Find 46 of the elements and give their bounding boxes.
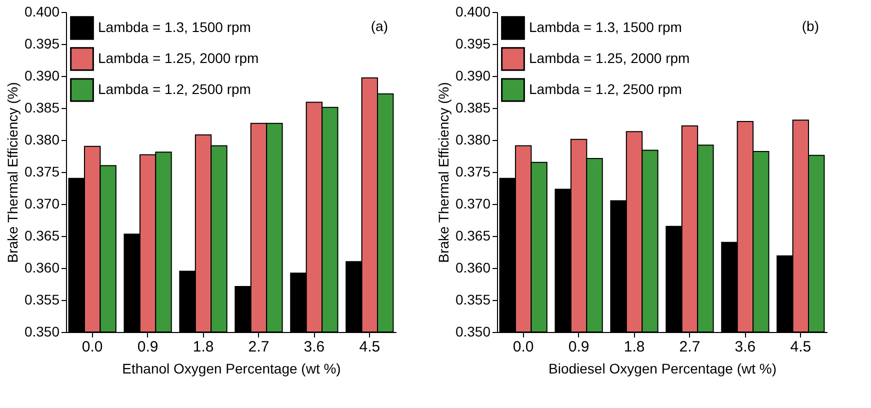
x-tick-label: 4.5 (359, 338, 380, 356)
y-tick-label: 0.380 (24, 132, 60, 148)
y-tick-label: 0.400 (455, 4, 491, 20)
y-tick-label: 0.375 (455, 164, 491, 180)
y-tick-label: 0.395 (24, 36, 60, 52)
y-axis-title: Brake Thermal Efficiency (%) (4, 82, 20, 263)
y-tick-label: 0.370 (24, 196, 60, 212)
y-tick-label: 0.380 (455, 132, 491, 148)
y-tick-label: 0.365 (455, 228, 491, 244)
x-tick-label: 1.8 (192, 338, 214, 356)
x-tick-label: 0.0 (82, 338, 103, 356)
annotation: (a) (370, 18, 388, 34)
y-tick-label: 0.365 (24, 228, 60, 244)
legend-label: Lambda = 1.3, 1500 rpm (529, 19, 682, 35)
annotation: (b) (802, 18, 819, 34)
legend-label: Lambda = 1.3, 1500 rpm (98, 19, 251, 35)
x-axis-title: Biodiesel Oxygen Percentage (wt %) (548, 360, 776, 376)
legend-label: Lambda = 1.25, 2000 rpm (98, 50, 259, 66)
x-axis-title: Ethanol Oxygen Percentage (wt %) (122, 360, 341, 376)
y-tick-label: 0.390 (24, 68, 60, 84)
y-tick-label: 0.385 (24, 100, 60, 116)
y-tick-label: 0.400 (24, 4, 60, 20)
x-tick-label: 0.9 (137, 338, 158, 356)
legend-label: Lambda = 1.2, 2500 rpm (529, 81, 682, 97)
y-tick-label: 0.355 (455, 292, 491, 308)
x-tick-label: 4.5 (790, 338, 812, 356)
x-tick-label: 0.9 (568, 338, 590, 356)
x-tick-label: 1.8 (624, 338, 645, 356)
y-tick-label: 0.375 (24, 164, 60, 180)
y-tick-label: 0.350 (455, 324, 491, 340)
y-tick-label: 0.390 (455, 68, 491, 84)
y-tick-label: 0.370 (455, 196, 491, 212)
x-tick-label: 2.7 (248, 338, 270, 356)
x-tick-label: 3.6 (734, 338, 756, 356)
x-tick-label: 3.6 (304, 338, 325, 356)
y-tick-label: 0.360 (455, 260, 491, 276)
x-tick-label: 0.0 (512, 338, 534, 356)
y-axis-title: Brake Thermal Efficiency (%) (435, 82, 452, 263)
x-tick-label: 2.7 (679, 338, 700, 356)
legend-label: Lambda = 1.25, 2000 rpm (529, 50, 690, 66)
y-tick-label: 0.360 (24, 260, 60, 276)
y-tick-label: 0.350 (24, 324, 60, 340)
y-tick-label: 0.385 (455, 100, 491, 116)
y-tick-label: 0.355 (24, 292, 60, 308)
legend-label: Lambda = 1.2, 2500 rpm (98, 81, 251, 97)
y-tick-label: 0.395 (455, 36, 491, 52)
